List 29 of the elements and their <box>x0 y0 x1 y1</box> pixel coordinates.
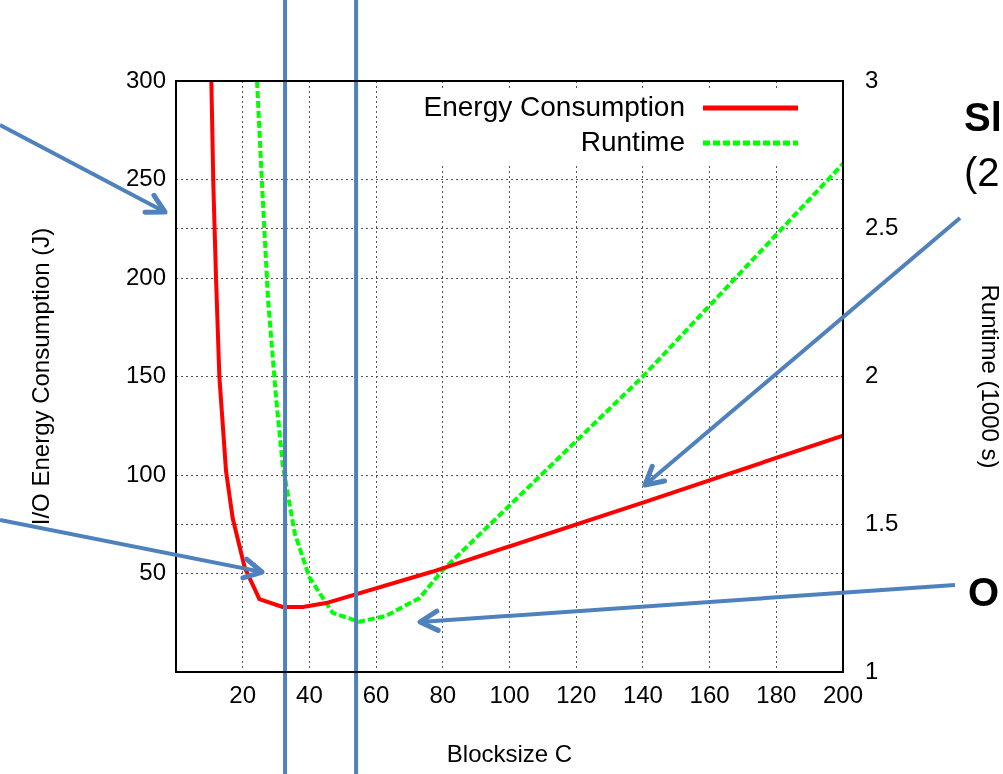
text: O <box>968 570 1000 615</box>
x-tick-label: 100 <box>489 681 530 709</box>
y-axis-title: I/O Energy Consumption (J) <box>27 227 55 526</box>
x-tick-label: 20 <box>229 681 257 709</box>
legend-label: Runtime <box>580 125 685 157</box>
y-tick-label: 50 <box>139 558 166 586</box>
y-tick-label: 200 <box>125 262 166 290</box>
y2-axis-title: Runtime (1000 s) <box>976 284 1003 469</box>
y-tick-label: 100 <box>125 459 166 487</box>
x-axis-title: Blocksize C <box>446 740 573 768</box>
y2-tick-label: 1 <box>865 656 879 684</box>
legend-label: Energy Consumption <box>423 90 685 122</box>
x-tick-label: 160 <box>689 681 730 709</box>
y2-tick-label: 1.5 <box>865 508 899 536</box>
x-tick-label: 180 <box>756 681 797 709</box>
x-tick-label: 60 <box>362 681 390 709</box>
y-tick-label: 150 <box>125 361 166 389</box>
x-tick-label: 120 <box>556 681 597 709</box>
y-tick-label: 300 <box>125 65 166 93</box>
x-tick-label: 40 <box>296 681 323 709</box>
text: (2 <box>964 150 1000 195</box>
x-tick-label: 80 <box>429 681 457 709</box>
text: Sl <box>964 95 1002 140</box>
y2-tick-label: 3 <box>865 65 879 93</box>
y2-tick-label: 2.5 <box>865 213 899 241</box>
x-tick-label: 200 <box>822 681 864 709</box>
y2-tick-label: 2 <box>865 361 879 389</box>
y-tick-label: 250 <box>125 164 166 192</box>
x-tick-label: 140 <box>622 681 663 709</box>
